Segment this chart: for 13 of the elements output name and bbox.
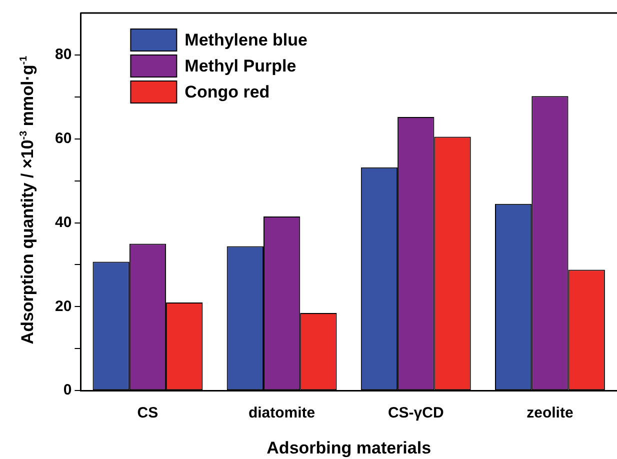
legend-label: Congo red <box>184 82 270 102</box>
x-tick-label: CS-γCD <box>388 404 444 422</box>
y-tick-label: 40 <box>54 214 72 231</box>
legend-label: Methyl Purple <box>184 56 296 76</box>
x-axis-title: Adsorbing materials <box>266 438 432 458</box>
y-tick-label: 80 <box>54 46 72 64</box>
legend-label: Methylene blue <box>184 30 308 50</box>
x-tick-label: diatomite <box>248 404 316 422</box>
y-tick-label: 0 <box>63 382 72 399</box>
y-tick-label: 20 <box>54 298 72 315</box>
y-tick-label: 60 <box>54 130 72 148</box>
x-tick-label: CS <box>137 404 158 422</box>
x-tick-label: zeolite <box>526 404 574 422</box>
